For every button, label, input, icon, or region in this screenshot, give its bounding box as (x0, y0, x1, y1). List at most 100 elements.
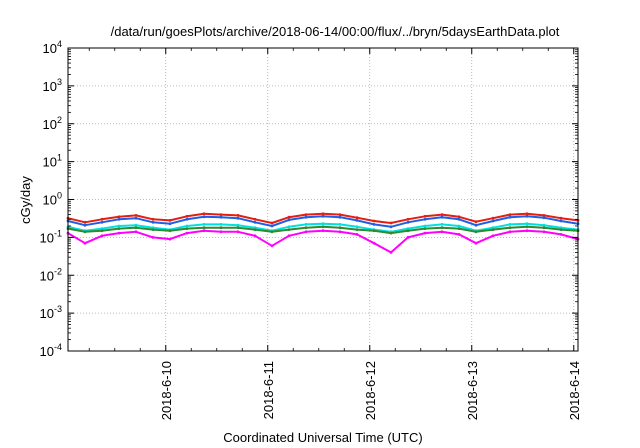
series-3-point (474, 230, 478, 234)
series-1-point (168, 222, 172, 226)
series-0-point (304, 213, 308, 217)
series-4-point (219, 230, 223, 234)
series-3-point (389, 231, 393, 235)
series-2-point (236, 223, 240, 227)
series-4-point (287, 234, 291, 238)
series-3-point (83, 230, 87, 234)
series-1-point (236, 216, 240, 220)
y-tick-label: 101 (43, 153, 62, 170)
series-3-point (406, 229, 410, 233)
series-0-point (83, 220, 87, 224)
series-3-point (508, 226, 512, 230)
y-tick-label: 10-1 (40, 228, 62, 245)
series-0-point (525, 212, 529, 216)
series-4-point (321, 229, 325, 233)
chart-title: /data/run/goesPlots/archive/2018-06-14/0… (111, 24, 560, 39)
series-4-point (559, 233, 563, 236)
y-tick-label: 102 (43, 115, 62, 132)
series-1-point (100, 220, 104, 224)
series-4-point (270, 244, 274, 248)
series-0-point (185, 214, 189, 218)
series-1-point (406, 220, 410, 224)
series-4-point (236, 230, 240, 234)
series-2-point (406, 227, 410, 231)
series-0-point (168, 219, 172, 222)
series-2-point (508, 223, 512, 226)
series-1-point (287, 218, 291, 222)
series-0-point (491, 216, 495, 220)
series-3-point (151, 228, 155, 232)
series-3-point (321, 225, 325, 229)
series-4-point (389, 251, 393, 254)
series-0-point (100, 217, 104, 221)
series-4-point (202, 229, 206, 233)
series-2-point (287, 225, 291, 229)
series-4-point (491, 234, 495, 238)
series-0-point (508, 213, 512, 217)
series-4-point (151, 236, 155, 239)
series-4-point (406, 236, 410, 239)
x-tick-label: 2018-6-13 (465, 361, 480, 420)
series-0-point (321, 212, 325, 216)
series-4-point (355, 233, 359, 236)
x-axis-label: Coordinated Universal Time (UTC) (223, 430, 422, 445)
series-4-point (440, 230, 444, 234)
y-tick-label: 104 (43, 39, 62, 56)
series-3-point (100, 229, 104, 233)
series-2-point (100, 227, 104, 231)
series-1-point (202, 215, 206, 219)
series-2-point (185, 224, 189, 228)
series-4-point (542, 230, 546, 234)
series-3-point (185, 227, 189, 231)
series-2-point (525, 222, 529, 226)
series-0-point (389, 221, 393, 225)
series-3-point (134, 226, 138, 230)
series-2-point (134, 223, 138, 227)
series-1-point (457, 217, 461, 221)
series-4-point (100, 234, 104, 238)
series-2-point (457, 224, 461, 228)
series-0-point (559, 216, 563, 220)
series-2-point (338, 223, 342, 226)
series-3-point (270, 230, 274, 234)
series-3-point (372, 229, 376, 233)
series-0-point (423, 214, 427, 218)
series-4-point (134, 230, 138, 234)
series-3-point (253, 228, 257, 232)
series-0-point (474, 220, 478, 224)
x-tick-labels: 2018-6-10 2018-6-11 2018-6-12 2018-6-13 2018… (159, 361, 582, 420)
series-0-point (406, 217, 410, 221)
series-0-point (440, 213, 444, 217)
series-3-point (168, 229, 172, 233)
series-3-point (423, 227, 427, 231)
series-1-point (525, 214, 529, 218)
series-0-point (457, 215, 461, 219)
series-4-point (423, 231, 427, 235)
series-4-point (474, 241, 478, 245)
series-1-point (304, 215, 308, 219)
y-axis-label: cGy/day (18, 176, 33, 224)
series-0-point (202, 212, 206, 216)
series-3-point (440, 226, 444, 230)
series-1-point (542, 216, 546, 220)
series-0-point (372, 219, 376, 223)
series-0-point (253, 217, 257, 221)
series-4-point (253, 234, 257, 238)
series-4-point (185, 231, 189, 235)
series-1-point (185, 217, 189, 221)
series-4-point (83, 241, 87, 245)
series-3-point (355, 228, 359, 232)
series-0-point (151, 217, 155, 221)
series-1-point (491, 219, 495, 223)
series-0-point (542, 214, 546, 217)
series-4-point (372, 241, 376, 245)
series-4-point (525, 229, 529, 233)
series-2-point (117, 224, 121, 228)
series-1-point (134, 216, 138, 220)
series-4-point (168, 237, 172, 241)
series-3-point (202, 226, 206, 230)
series-1-point (389, 225, 393, 229)
series-3-point (338, 226, 342, 230)
series-2-point (202, 223, 206, 226)
